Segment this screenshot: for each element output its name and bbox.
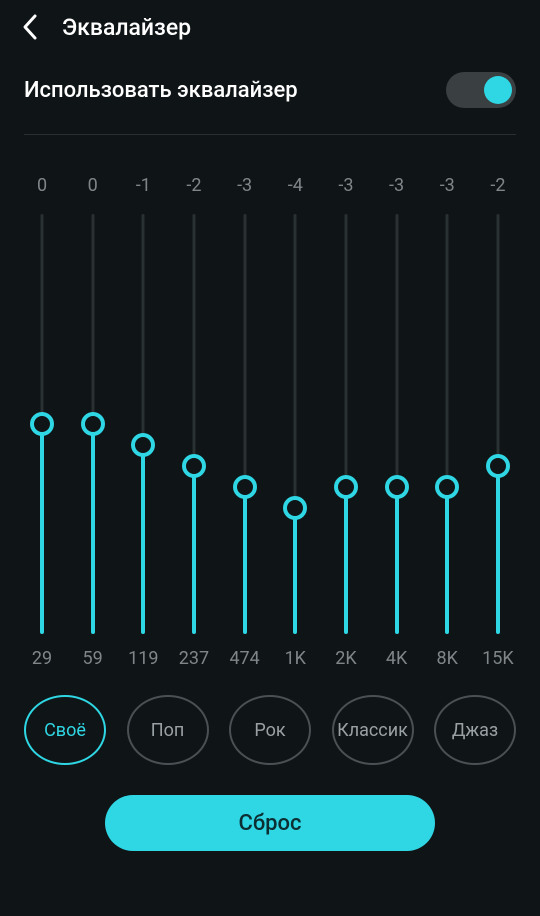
eq-value: -3: [423, 175, 471, 196]
eq-slider[interactable]: [474, 214, 522, 634]
eq-slider[interactable]: [18, 214, 66, 634]
preset-button[interactable]: Классик: [332, 695, 414, 765]
eq-value: -3: [322, 175, 370, 196]
eq-slider[interactable]: [373, 214, 421, 634]
eq-slider[interactable]: [119, 214, 167, 634]
eq-freq-label: 4K: [373, 648, 421, 669]
eq-value: 0: [69, 175, 117, 196]
slider-fill: [141, 445, 145, 634]
use-equalizer-toggle[interactable]: [446, 72, 516, 108]
slider-thumb: [385, 475, 409, 499]
eq-value: -3: [373, 175, 421, 196]
eq-slider[interactable]: [322, 214, 370, 634]
preset-label: Классик: [337, 720, 408, 741]
eq-freq-label: 59: [69, 648, 117, 669]
eq-value: -4: [271, 175, 319, 196]
slider-thumb: [283, 496, 307, 520]
eq-slider[interactable]: [69, 214, 117, 634]
eq-value: 0: [18, 175, 66, 196]
slider-fill: [445, 487, 449, 634]
use-equalizer-label: Использовать эквалайзер: [24, 78, 298, 103]
eq-value: -2: [170, 175, 218, 196]
preset-row: Своё Поп Рок Классик Джаз: [0, 695, 540, 765]
slider-fill: [496, 466, 500, 634]
eq-freq-label: 2K: [322, 648, 370, 669]
slider-fill: [243, 487, 247, 634]
slider-thumb: [334, 475, 358, 499]
preset-label: Поп: [151, 720, 185, 741]
header: Эквалайзер: [0, 0, 540, 54]
preset-label: Своё: [44, 720, 86, 741]
slider-thumb: [30, 412, 54, 436]
slider-thumb: [435, 475, 459, 499]
slider-thumb: [486, 454, 510, 478]
eq-freq-label: 1K: [271, 648, 319, 669]
eq-value: -1: [119, 175, 167, 196]
page-title: Эквалайзер: [62, 14, 191, 41]
slider-fill: [40, 424, 44, 634]
chevron-left-icon: [21, 13, 39, 41]
eq-slider[interactable]: [170, 214, 218, 634]
use-equalizer-row: Использовать эквалайзер: [0, 54, 540, 134]
equalizer-area: 00-1-2-3-4-3-3-3-2 29591192374741K2K4K8K…: [0, 175, 540, 669]
eq-slider[interactable]: [221, 214, 269, 634]
preset-button[interactable]: Джаз: [434, 695, 516, 765]
slider-thumb: [182, 454, 206, 478]
eq-freq-label: 474: [221, 648, 269, 669]
eq-slider[interactable]: [271, 214, 319, 634]
slider-fill: [344, 487, 348, 634]
eq-freq-label: 8K: [423, 648, 471, 669]
eq-freq-label: 29: [18, 648, 66, 669]
slider-fill: [395, 487, 399, 634]
slider-fill: [91, 424, 95, 634]
reset-label: Сброс: [239, 811, 302, 836]
slider-fill: [192, 466, 196, 634]
eq-slider[interactable]: [423, 214, 471, 634]
slider-thumb: [233, 475, 257, 499]
slider-fill: [293, 508, 297, 634]
preset-label: Джаз: [452, 720, 498, 741]
divider: [24, 134, 516, 135]
back-button[interactable]: [10, 7, 50, 47]
eq-value: -2: [474, 175, 522, 196]
eq-freq-row: 29591192374741K2K4K8K15K: [12, 648, 528, 669]
eq-sliders-row: [12, 214, 528, 634]
preset-button[interactable]: Поп: [127, 695, 209, 765]
toggle-knob: [484, 76, 512, 104]
slider-thumb: [131, 433, 155, 457]
preset-button[interactable]: Рок: [229, 695, 311, 765]
preset-label: Рок: [254, 720, 285, 741]
eq-freq-label: 119: [119, 648, 167, 669]
eq-values-row: 00-1-2-3-4-3-3-3-2: [12, 175, 528, 196]
reset-button[interactable]: Сброс: [105, 795, 435, 851]
eq-freq-label: 15K: [474, 648, 522, 669]
preset-button[interactable]: Своё: [24, 695, 106, 765]
eq-freq-label: 237: [170, 648, 218, 669]
slider-thumb: [81, 412, 105, 436]
eq-value: -3: [221, 175, 269, 196]
reset-row: Сброс: [0, 795, 540, 851]
